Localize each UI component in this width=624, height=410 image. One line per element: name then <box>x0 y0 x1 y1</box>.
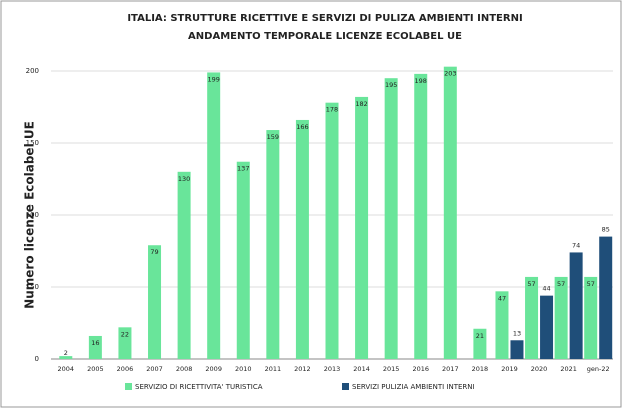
x-tick-label: 2021 <box>560 365 577 373</box>
y-tick-label: 150 <box>26 139 39 147</box>
bar <box>355 96 369 360</box>
x-tick-label: 2010 <box>235 365 252 373</box>
legend-swatch <box>342 383 349 390</box>
bar <box>569 252 583 359</box>
data-label: 166 <box>296 123 308 131</box>
x-tick-label: 2006 <box>117 365 134 373</box>
x-tick-label: 2020 <box>531 365 548 373</box>
bar <box>554 276 568 359</box>
y-tick-label: 50 <box>30 283 39 291</box>
x-tick-label: 2015 <box>383 365 400 373</box>
bar <box>510 340 524 359</box>
data-label: 130 <box>178 175 190 183</box>
data-label: 74 <box>572 241 580 249</box>
y-tick-label: 100 <box>26 211 39 219</box>
bar <box>525 276 539 359</box>
legend-label: SERVIZI PULIZIA AMBIENTI INTERNI <box>352 383 475 391</box>
bar <box>414 73 428 359</box>
data-label: 22 <box>121 330 129 338</box>
data-label: 203 <box>444 70 456 78</box>
data-label: 85 <box>602 226 610 234</box>
x-tick-label: 2005 <box>87 365 104 373</box>
bar <box>88 335 102 359</box>
x-tick-label: 2018 <box>472 365 489 373</box>
bar <box>540 295 554 359</box>
y-axis-label: Numero licenze Ecolabel UE <box>23 121 37 309</box>
chart-title: ITALIA: STRUTTURE RICETTIVE E SERVIZI DI… <box>127 13 522 24</box>
bar <box>207 72 221 359</box>
bar <box>295 119 309 360</box>
y-tick-label: 0 <box>35 355 39 363</box>
bar <box>118 327 132 359</box>
bar <box>148 245 162 359</box>
bar <box>599 236 613 359</box>
bar <box>384 78 398 359</box>
x-tick-label: 2011 <box>265 365 282 373</box>
data-label: 199 <box>207 75 219 83</box>
data-label: 159 <box>267 133 279 141</box>
x-tick-label: 2012 <box>294 365 311 373</box>
data-label: 195 <box>385 81 397 89</box>
data-label: 57 <box>587 280 595 288</box>
bar <box>473 328 487 359</box>
data-label: 2 <box>64 349 68 357</box>
data-label: 57 <box>527 280 535 288</box>
data-label: 178 <box>326 106 338 114</box>
bar <box>236 161 250 359</box>
data-label: 47 <box>498 294 506 302</box>
x-tick-label: 2009 <box>205 365 222 373</box>
x-tick-label: 2004 <box>58 365 75 373</box>
x-tick-label: 2014 <box>353 365 370 373</box>
bar <box>59 356 73 359</box>
data-label: 21 <box>476 332 484 340</box>
legend-swatch <box>125 383 132 390</box>
bar <box>325 102 339 360</box>
x-tick-label: 2008 <box>176 365 193 373</box>
data-label: 137 <box>237 165 249 173</box>
x-tick-label: 2016 <box>412 365 429 373</box>
x-tick-label: 2007 <box>146 365 163 373</box>
bar <box>495 291 509 359</box>
data-label: 57 <box>557 280 565 288</box>
bar <box>177 171 191 359</box>
data-label: 79 <box>150 248 158 256</box>
data-label: 16 <box>91 339 99 347</box>
data-label: 44 <box>542 285 550 293</box>
bar <box>584 276 598 359</box>
y-tick-label: 200 <box>26 67 39 75</box>
x-tick-label: 2017 <box>442 365 459 373</box>
data-label: 13 <box>513 329 521 337</box>
data-label: 198 <box>415 77 427 85</box>
x-tick-label: 2019 <box>501 365 518 373</box>
bar <box>443 66 457 360</box>
x-tick-label: gen-22 <box>587 365 610 373</box>
chart-subtitle: ANDAMENTO TEMPORALE LICENZE ECOLABEL UE <box>188 31 462 42</box>
x-tick-label: 2013 <box>324 365 341 373</box>
legend-label: SERVIZIO DI RICETTIVITA' TURISTICA <box>135 383 263 391</box>
data-label: 182 <box>355 100 367 108</box>
bar <box>266 130 280 359</box>
